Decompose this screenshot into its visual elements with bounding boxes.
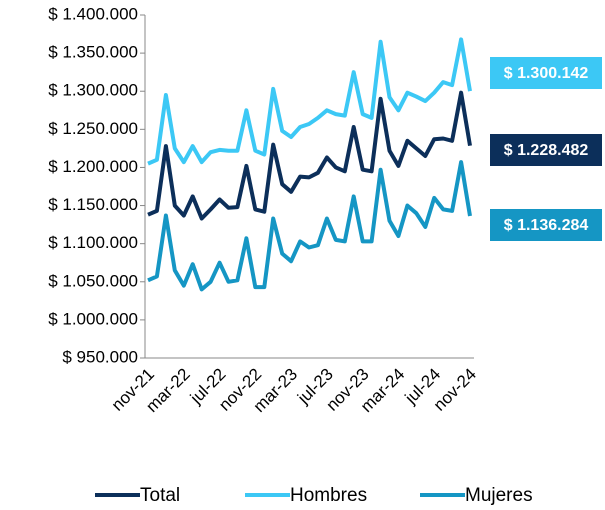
y-tick-label: $ 1.050.000 [48,271,138,290]
end-label-box [490,57,602,89]
y-tick-label: $ 1.400.000 [48,4,138,23]
series-line [147,90,472,221]
y-tick-label: $ 1.200.000 [48,157,138,176]
legend-label: Mujeres [465,485,533,506]
end-label: $ 1.300.142 [504,65,589,82]
y-tick-label: $ 1.150.000 [48,195,138,214]
end-label-box [490,134,602,166]
legend-label: Hombres [290,485,367,506]
y-tick-label: $ 1.300.000 [48,81,138,100]
series-line [147,37,472,166]
y-tick-label: $ 1.350.000 [48,43,138,62]
legend-label: Total [140,485,180,506]
end-label-box [490,209,602,241]
y-tick-label: $ 950.000 [62,347,138,366]
series-line [147,160,472,292]
y-tick-label: $ 1.100.000 [48,233,138,252]
end-label: $ 1.136.284 [504,217,589,234]
y-tick-label: $ 1.250.000 [48,119,138,138]
y-tick-label: $ 1.000.000 [48,309,138,328]
end-label: $ 1.228.482 [504,142,589,159]
